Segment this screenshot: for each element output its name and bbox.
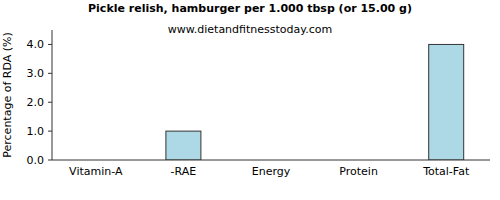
y-tick-label: 3.0: [27, 67, 45, 80]
y-tick-label: 2.0: [27, 96, 45, 109]
y-tick: [48, 131, 52, 132]
page: {"chart_data": {"type": "bar", "title": …: [0, 0, 500, 200]
x-tick-label: -RAE: [171, 165, 197, 178]
y-axis: [52, 30, 53, 160]
y-tick-label: 1.0: [27, 125, 45, 138]
y-tick-label: 4.0: [27, 38, 45, 51]
y-tick: [48, 102, 52, 103]
bars: [166, 44, 464, 160]
title: Pickle relish, hamburger per 1.000 tbsp …: [88, 2, 412, 15]
bar: [166, 131, 201, 160]
x-tick-label: Total-Fat: [422, 165, 470, 178]
y-tick: [48, 44, 52, 45]
x-tick-label: Energy: [252, 165, 291, 178]
x-tick-label: Protein: [339, 165, 378, 178]
x-axis: [52, 160, 490, 161]
y-axis-label: Percentage of RDA (%): [1, 32, 14, 157]
chart-container: Pickle relish, hamburger per 1.000 tbsp …: [0, 0, 500, 200]
y-tick-label: 0.0: [27, 154, 45, 167]
x-tick-label: Vitamin-A: [69, 165, 123, 178]
chart: Pickle relish, hamburger per 1.000 tbsp …: [0, 0, 500, 200]
bar: [429, 44, 464, 160]
y-tick: [48, 160, 52, 161]
subtitle: www.dietandfitnesstoday.com: [168, 23, 332, 36]
y-tick: [48, 73, 52, 74]
